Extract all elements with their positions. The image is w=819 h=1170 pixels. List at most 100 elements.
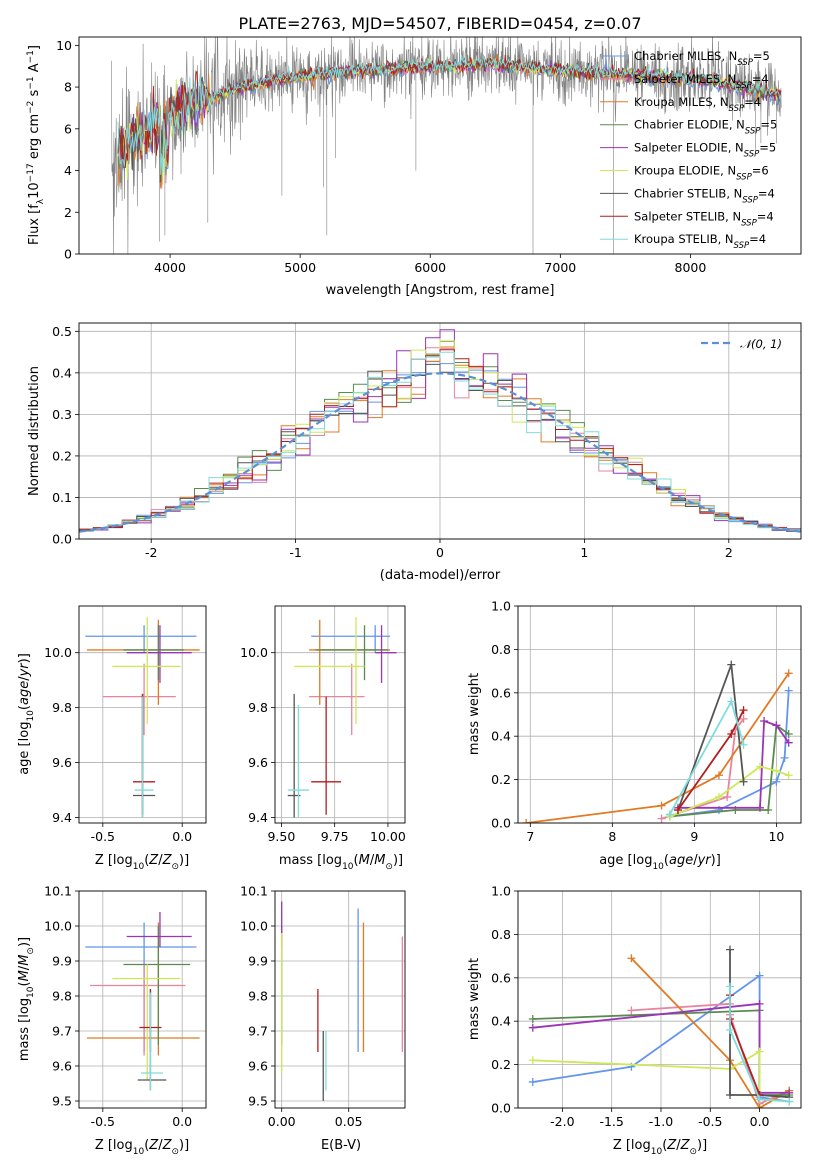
y-tick-label: 9.6 [248,755,268,770]
plot-area [85,616,200,818]
axes-frame [274,890,406,1109]
y-tick-label: 0.8 [491,927,511,942]
legend-label: Chabrier STELIB, NSSP=4 [634,186,775,205]
label-part: )] [393,853,403,868]
y-tick-label: 10.0 [240,919,268,934]
y-tick-label: 0.0 [491,1101,511,1116]
x-tick-label: 10.00 [370,829,406,844]
y-tick-label: 9.7 [52,1024,72,1039]
legend-label-part: Chabrier STELIB, N [634,186,742,200]
label-part: age [669,853,693,868]
weight-age-x-label: age [log10(age/yr)] [599,853,721,872]
label-part: λ [36,198,46,204]
y-tick-label: 9.8 [248,989,268,1004]
series-marker-chabrier_stelib [739,777,748,786]
axes-frame [274,605,406,824]
label-part: / [17,965,32,970]
x-tick-label: 2 [725,545,733,560]
label-part: 10 [133,862,145,872]
series-marker-kroupa_miles [714,771,723,780]
label-part: −1 [26,50,36,63]
label-part: )] [17,653,32,663]
mass-z-x-label: Z [log10(Z/Z⊙)] [95,1138,189,1157]
legend-label-part: Kroupa STELIB, N [634,232,734,246]
series-marker-chabrier_miles [772,777,781,786]
series-marker-salpeter_stelib [673,805,682,814]
y-tick-label: 6 [64,121,72,136]
legend-label-part: SSP [734,241,750,251]
residual-y-label: Normed distribution [27,366,42,496]
series-line-chabrier_elodie [669,723,790,818]
legend-label-part: =5 [753,49,770,63]
label-part: )] [711,853,721,868]
series-marker-kroupa_miles [522,819,531,823]
legend-label-part: SSP [741,218,757,228]
age_vs_mass-axes: 9.50 9.75 10.00 9.4 9.6 9.8 10.0 [240,605,406,844]
series-marker-kroupa_elodie [755,1047,764,1056]
y-tick-label: 9.8 [52,700,72,715]
series-marker-chabrier_elodie [528,1015,537,1024]
label-part: ] [27,45,42,50]
series-marker-salpeter_stelib [727,730,736,739]
y-tick-label: 0.4 [52,365,72,380]
y-tick-label: 0.0 [52,532,72,547]
hist-kroupa_elodie [79,340,801,532]
series-marker-chabrier_elodie [764,805,773,814]
label-part: s [27,89,42,100]
series-marker-kroupa_stelib [665,810,674,819]
label-part: yr [17,662,32,678]
x-tick-label: 10 [768,829,784,844]
legend-label: Kroupa STELIB, NSSP=4 [634,232,766,251]
y-tick-label: 2 [64,205,72,220]
series-marker-salpeter_elodie [760,717,769,726]
legend-label: Kroupa ELODIE, NSSP=6 [634,164,769,183]
x-tick-label: 4000 [154,260,186,275]
y-tick-label: 10 [56,38,72,53]
legend-label-part: =4 [744,95,761,109]
label-part: −17 [26,163,36,182]
series-marker-kroupa_elodie [528,1056,537,1065]
series-marker-salpeter_stelib [739,706,748,715]
legend-label-part: Kroupa MILES, N [634,95,729,109]
series-marker-chabrier_stelib [726,945,735,954]
x-tick-label: 0.0 [750,1114,770,1129]
y-tick-label: 9.5 [52,1094,72,1109]
legend-label-part: Salpeter STELIB, N [634,209,741,223]
plot-area [281,901,403,1101]
label-part: Z [log [95,853,133,868]
legend-label-part: Chabrier MILES, N [634,49,737,63]
y-tick-label: 9.6 [248,1059,268,1074]
y-tick-label: 0.8 [491,642,511,657]
hist-kroupa_stelib [79,351,801,532]
label-part: M [17,955,32,966]
series-marker-kroupa_elodie [772,766,781,775]
x-tick-label: -1.5 [599,1114,623,1129]
axes-frame [78,36,802,255]
x-tick-label: 1 [580,545,588,560]
legend-label-part: =5 [759,141,776,155]
series-line-kroupa_miles [526,672,790,823]
x-tick-label: 9.75 [321,829,349,844]
series-marker-kroupa_stelib [727,697,736,706]
series-marker-salpeter_miles [723,792,732,801]
legend-label-part: SSP [736,81,752,91]
legend-label-part: Salpeter MILES, N [634,72,736,86]
axes-frame [78,605,207,824]
series-marker-chabrier_stelib [726,1090,735,1099]
y-tick-label: 0.0 [491,816,511,831]
label-part: Z [log [95,1138,133,1153]
series-marker-salpeter_elodie [784,738,793,747]
y-tick-label: 0.2 [52,448,72,463]
axes-frame [78,890,207,1109]
series-line-kroupa_miles [630,957,790,1108]
x-tick-label: 5000 [284,260,316,275]
mass_weight_vs_age-axes: 7 8 9 10 0.0 0.2 0.4 0.6 0.8 1.0 [491,599,802,844]
model-line-salpeter_stelib [117,54,782,169]
y-tick-label: 9.5 [248,1094,268,1109]
label-part: / [158,853,163,868]
residuals-axes: -2 -1 0 1 2 0.0 0.1 0.2 0.3 0.4 0.5 [52,322,802,560]
age-z-x-label: Z [log10(Z/Z⊙)] [95,853,189,872]
x-tick-label: -0.5 [91,829,115,844]
